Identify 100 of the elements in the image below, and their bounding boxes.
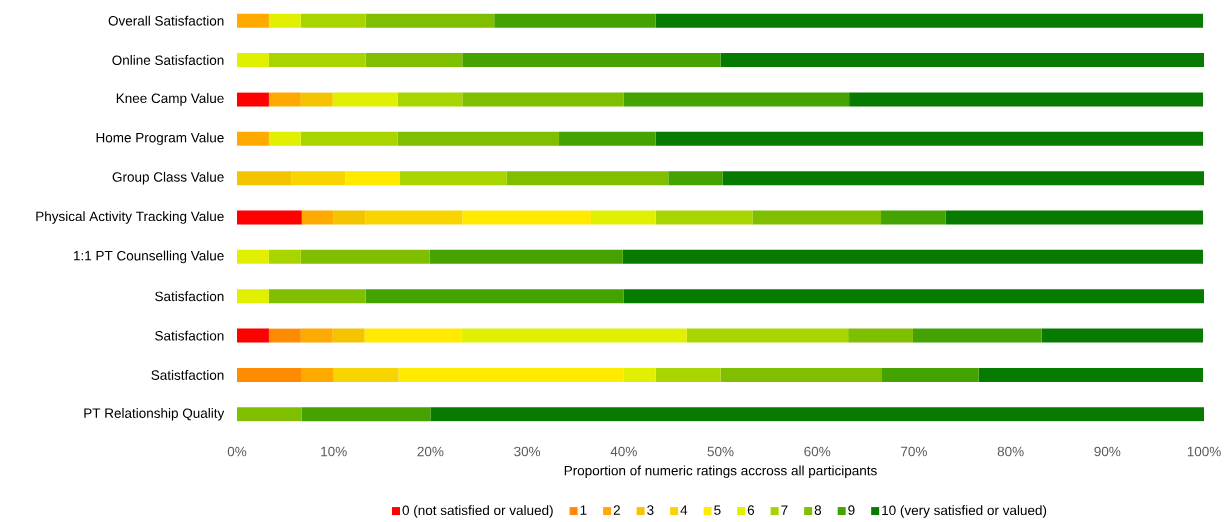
bar bbox=[462, 92, 624, 107]
bar bbox=[237, 13, 269, 28]
bar bbox=[1041, 328, 1204, 343]
bar bbox=[291, 171, 346, 186]
bar bbox=[300, 92, 333, 107]
bar bbox=[237, 367, 302, 382]
bar bbox=[237, 53, 269, 68]
legend-label: 5 bbox=[714, 505, 721, 515]
bar bbox=[268, 13, 301, 28]
bar bbox=[237, 328, 269, 343]
y-tick-label: Knee Camp Value bbox=[116, 93, 224, 106]
bar bbox=[752, 210, 882, 225]
bar bbox=[301, 367, 334, 382]
y-tick-label: Online Satisfaction bbox=[112, 55, 224, 65]
y-tick-label: Physical Activity Tracking Value bbox=[36, 211, 224, 224]
bar bbox=[268, 289, 366, 304]
x-axis-title: Proportion of numeric ratings accross all participants bbox=[564, 465, 877, 479]
x-tick-label: 90% bbox=[1094, 446, 1121, 457]
bar bbox=[655, 13, 1204, 28]
bar bbox=[300, 249, 430, 264]
bar bbox=[268, 328, 301, 343]
bar bbox=[429, 249, 623, 264]
bar bbox=[912, 328, 1042, 343]
bar bbox=[268, 249, 301, 264]
bar bbox=[237, 210, 302, 225]
legend-label: 10 (very satisfied or valued) bbox=[882, 505, 1047, 518]
legend-label: 2 bbox=[613, 505, 620, 515]
bar bbox=[237, 407, 302, 422]
bar bbox=[655, 131, 1204, 146]
bar bbox=[462, 53, 721, 68]
bar bbox=[559, 131, 656, 146]
bar bbox=[881, 210, 946, 225]
bar bbox=[237, 92, 269, 107]
x-tick-label: 70% bbox=[901, 446, 927, 457]
bar bbox=[300, 328, 333, 343]
legend-label: 0 (not satisfied or valued) bbox=[402, 505, 553, 518]
y-tick-label: 1:1 PT Counselling Value bbox=[73, 250, 224, 264]
bar bbox=[237, 131, 269, 146]
bar bbox=[686, 328, 849, 343]
bar bbox=[237, 289, 269, 304]
y-tick-label: Satistfaction bbox=[151, 370, 224, 380]
bar bbox=[365, 53, 463, 68]
bar bbox=[301, 407, 431, 422]
x-tick-label: 30% bbox=[514, 446, 541, 457]
bar bbox=[462, 210, 591, 225]
bar bbox=[461, 328, 687, 343]
legend-label: 9 bbox=[848, 505, 855, 515]
y-tick-label: PT Relationship Quality bbox=[84, 408, 225, 421]
bar bbox=[882, 367, 979, 382]
bar bbox=[848, 328, 913, 343]
x-tick-label: 40% bbox=[610, 446, 637, 457]
x-tick-label: 50% bbox=[707, 446, 734, 457]
bar bbox=[364, 328, 462, 343]
bar bbox=[333, 210, 366, 225]
bar bbox=[399, 171, 507, 186]
legend-label: 1 bbox=[580, 505, 587, 515]
legend-label: 4 bbox=[680, 505, 688, 515]
y-tick-label: Home Program Value bbox=[96, 132, 224, 146]
bar bbox=[268, 131, 301, 146]
x-tick-label: 0% bbox=[227, 446, 247, 457]
bar bbox=[720, 53, 1205, 68]
bar bbox=[978, 367, 1204, 382]
x-tick-label: 80% bbox=[997, 446, 1024, 457]
bar bbox=[668, 171, 723, 186]
bar bbox=[333, 367, 399, 382]
x-tick-label: 60% bbox=[804, 446, 831, 457]
bar bbox=[332, 92, 398, 107]
bar bbox=[365, 210, 463, 225]
bar bbox=[397, 92, 463, 107]
legend-label: 8 bbox=[814, 505, 822, 515]
bar bbox=[237, 171, 292, 186]
bar bbox=[300, 131, 398, 146]
bar bbox=[365, 289, 624, 304]
bar bbox=[623, 92, 850, 107]
bar bbox=[623, 367, 656, 382]
y-tick-label: Group Class Value bbox=[112, 171, 224, 185]
bar bbox=[655, 367, 721, 382]
bar bbox=[623, 289, 1205, 304]
bar bbox=[345, 171, 400, 186]
bar bbox=[849, 92, 1204, 107]
bar bbox=[237, 249, 269, 264]
bar bbox=[590, 210, 656, 225]
legend-label: 7 bbox=[781, 505, 788, 515]
bar bbox=[397, 131, 560, 146]
legend-label: 3 bbox=[647, 505, 654, 515]
bar bbox=[365, 13, 495, 28]
bar bbox=[655, 210, 753, 225]
y-tick-label: Satisfaction bbox=[155, 291, 224, 302]
x-tick-label: 20% bbox=[417, 446, 444, 457]
bar bbox=[945, 210, 1204, 225]
y-tick-label: Satisfaction bbox=[155, 330, 224, 341]
bar bbox=[268, 53, 366, 68]
bar bbox=[430, 407, 1205, 422]
bar bbox=[720, 367, 882, 382]
bar bbox=[301, 210, 334, 225]
x-tick-label: 10% bbox=[321, 446, 347, 457]
bar bbox=[398, 367, 624, 382]
y-tick-label: Overall Satisfaction bbox=[108, 15, 224, 26]
bar bbox=[506, 171, 669, 186]
bar bbox=[300, 13, 366, 28]
